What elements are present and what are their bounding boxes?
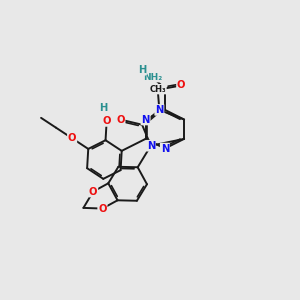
Text: CH₃: CH₃ [149,85,166,94]
Text: H: H [138,65,146,75]
Text: O: O [116,115,125,124]
Text: NH₂: NH₂ [143,73,162,82]
Text: N: N [147,141,155,151]
Text: H: H [100,103,108,113]
Text: N: N [141,115,150,124]
Text: O: O [177,80,185,91]
Text: O: O [89,187,98,196]
Text: N: N [155,105,164,115]
Text: O: O [102,116,111,126]
Text: O: O [98,204,107,214]
Text: O: O [68,133,76,143]
Text: N: N [161,143,169,154]
